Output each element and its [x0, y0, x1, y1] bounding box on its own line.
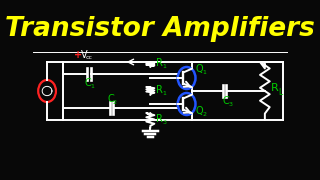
Text: 1: 1 [162, 64, 166, 69]
Text: 1: 1 [162, 91, 166, 96]
Text: R: R [156, 85, 163, 95]
Text: 1: 1 [90, 84, 94, 89]
Text: R: R [271, 83, 278, 93]
Text: cc: cc [85, 55, 92, 60]
Text: V: V [81, 50, 87, 60]
Text: Q: Q [196, 64, 203, 74]
Text: 2: 2 [202, 111, 206, 116]
Text: 2: 2 [113, 100, 117, 105]
Text: C: C [85, 78, 92, 88]
Text: 3: 3 [229, 102, 233, 107]
Text: C: C [223, 96, 229, 106]
Text: 3: 3 [162, 120, 166, 125]
Text: R: R [156, 58, 163, 68]
Text: R: R [156, 114, 163, 124]
Text: L: L [278, 87, 282, 96]
Text: C: C [108, 94, 114, 104]
Text: +: + [75, 50, 83, 60]
Text: Q: Q [196, 106, 203, 116]
Text: Transistor Amplifiers: Transistor Amplifiers [5, 16, 315, 42]
Text: 1: 1 [203, 69, 206, 75]
